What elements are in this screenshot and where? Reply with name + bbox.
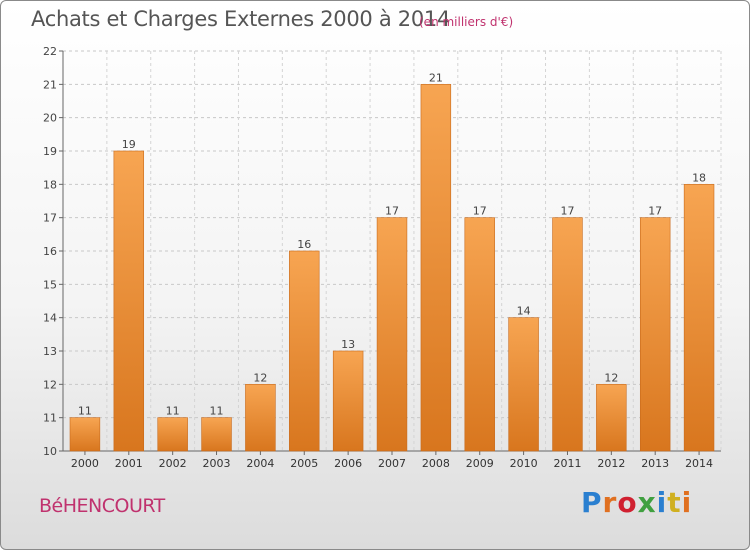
chart-title: Achats et Charges Externes 2000 à 2014 bbox=[31, 7, 451, 31]
y-tick-label: 13 bbox=[43, 345, 57, 358]
bar-2005 bbox=[289, 250, 320, 452]
x-tick-label: 2007 bbox=[378, 457, 406, 470]
x-tick-label: 2014 bbox=[685, 457, 713, 470]
bar-2004 bbox=[245, 384, 276, 452]
chart-subtitle: (en milliers d'€) bbox=[419, 15, 514, 29]
bar-2007 bbox=[376, 217, 408, 452]
data-label-2011: 17 bbox=[560, 205, 574, 218]
y-tick-label: 19 bbox=[43, 145, 57, 158]
y-tick-label: 20 bbox=[43, 112, 57, 125]
data-label-2001: 19 bbox=[122, 138, 136, 151]
x-tick-label: 2010 bbox=[510, 457, 538, 470]
x-tick-label: 2004 bbox=[246, 457, 274, 470]
bar-2014 bbox=[683, 184, 715, 452]
y-tick-label: 10 bbox=[43, 445, 57, 458]
bar-2009 bbox=[464, 217, 495, 452]
y-tick-label: 16 bbox=[43, 245, 57, 258]
data-label-2014: 18 bbox=[692, 171, 706, 184]
x-tick-label: 2009 bbox=[466, 457, 494, 470]
x-tick-label: 2003 bbox=[203, 457, 231, 470]
x-tick-label: 2005 bbox=[290, 457, 318, 470]
bar-2012 bbox=[596, 384, 627, 452]
data-label-2002: 11 bbox=[166, 405, 180, 418]
bars bbox=[69, 84, 715, 452]
proxiti-logo[interactable]: Proxiti bbox=[581, 486, 692, 519]
bar-2011 bbox=[552, 217, 583, 452]
logo-letter: P bbox=[581, 486, 603, 519]
logo-letter: i bbox=[681, 486, 693, 519]
bar-2006 bbox=[332, 350, 364, 452]
data-label-2003: 11 bbox=[210, 405, 224, 418]
y-tick-label: 22 bbox=[43, 45, 57, 58]
y-tick-label: 18 bbox=[43, 178, 57, 191]
x-tick-label: 2012 bbox=[597, 457, 625, 470]
y-tick-label: 21 bbox=[43, 78, 57, 91]
x-tick-label: 2011 bbox=[553, 457, 581, 470]
bar-2002 bbox=[157, 417, 188, 452]
y-tick-label: 11 bbox=[43, 412, 57, 425]
x-tick-label: 2008 bbox=[422, 457, 450, 470]
bar-2001 bbox=[113, 150, 145, 452]
bar-2010 bbox=[508, 317, 539, 452]
data-label-2010: 14 bbox=[517, 305, 531, 318]
data-label-2007: 17 bbox=[385, 205, 399, 218]
data-label-2013: 17 bbox=[648, 205, 662, 218]
data-label-2006: 13 bbox=[341, 338, 355, 351]
x-tick-label: 2001 bbox=[115, 457, 143, 470]
data-labels: 11 19 11 11 12 16 13 17 21 17 14 17 12 17 18 bbox=[78, 71, 706, 417]
data-label-2012: 12 bbox=[604, 371, 618, 384]
y-tick-label: 17 bbox=[43, 212, 57, 225]
logo-letter: t bbox=[667, 486, 682, 519]
data-label-2008: 21 bbox=[429, 71, 443, 84]
x-tick-label: 2013 bbox=[641, 457, 669, 470]
bar-2013 bbox=[639, 217, 671, 452]
y-tick-label: 15 bbox=[43, 278, 57, 291]
data-label-2004: 12 bbox=[253, 371, 267, 384]
bar-2000 bbox=[69, 417, 101, 452]
y-tick-label: 12 bbox=[43, 378, 57, 391]
bar-2008 bbox=[420, 84, 452, 452]
data-label-2005: 16 bbox=[297, 238, 311, 251]
logo-letter: i bbox=[656, 486, 668, 519]
x-tick-label: 2000 bbox=[71, 457, 99, 470]
x-tick-label: 2006 bbox=[334, 457, 362, 470]
logo-letter: o bbox=[617, 486, 638, 519]
data-label-2009: 17 bbox=[473, 205, 487, 218]
town-name: BéHENCOURT bbox=[39, 495, 165, 517]
bar-2003 bbox=[201, 417, 232, 452]
logo-letter: r bbox=[602, 486, 618, 519]
y-tick-label: 14 bbox=[43, 312, 57, 325]
x-tick-label: 2002 bbox=[159, 457, 187, 470]
logo-letter: x bbox=[637, 486, 657, 519]
data-label-2000: 11 bbox=[78, 405, 92, 418]
